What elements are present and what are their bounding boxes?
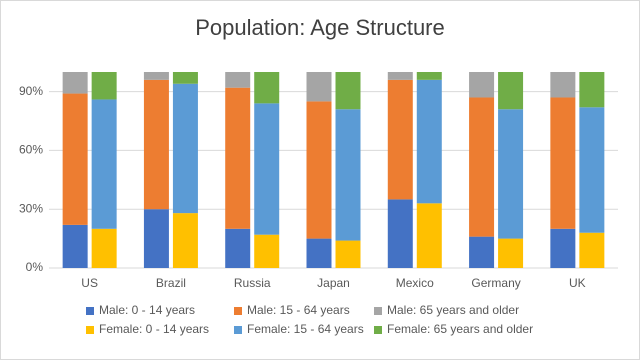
bar-segment — [498, 72, 524, 110]
bar-segment — [306, 101, 332, 239]
bar-segment — [143, 79, 169, 210]
bar-segment — [550, 97, 576, 229]
bar-segment — [335, 240, 361, 268]
x-tick-label: Japan — [317, 276, 350, 290]
bar-segment — [469, 97, 495, 237]
x-tick-label: Russia — [234, 276, 271, 290]
bar-segment — [62, 72, 88, 94]
legend-swatch — [86, 326, 94, 334]
bar-segment — [579, 72, 605, 108]
bar-segment — [579, 107, 605, 233]
bar-segment — [416, 79, 442, 204]
x-tick-label: US — [81, 276, 98, 290]
y-tick-label: 90% — [19, 84, 43, 98]
bar-segment — [416, 203, 442, 268]
legend-swatch — [374, 326, 382, 334]
legend-swatch — [374, 307, 382, 315]
bar-segment — [62, 93, 88, 225]
legend-swatch — [86, 307, 94, 315]
bar-segment — [550, 228, 576, 268]
legend-label: Male: 15 - 64 years — [247, 303, 350, 317]
bar-segment — [172, 72, 198, 84]
legend-label: Female: 15 - 64 years — [247, 322, 364, 336]
bar-segment — [91, 99, 117, 229]
bar-segment — [306, 238, 332, 268]
legend-label: Female: 0 - 14 years — [99, 322, 209, 336]
bar-segment — [306, 72, 332, 102]
bar-segment — [91, 228, 117, 268]
bar-segment — [387, 72, 413, 80]
x-tick-label: UK — [569, 276, 586, 290]
x-tick-label: Mexico — [396, 276, 434, 290]
bar-segment — [498, 109, 524, 239]
legend-swatch — [234, 326, 242, 334]
bar-segment — [416, 72, 442, 80]
bar-segment — [172, 83, 198, 214]
bar-segment — [91, 72, 117, 100]
bar-segment — [254, 234, 280, 268]
bar-segment — [172, 213, 198, 268]
bar-segment — [387, 199, 413, 268]
bar-segment — [498, 238, 524, 268]
bar-segment — [335, 72, 361, 110]
y-tick-label: 0% — [26, 260, 44, 274]
x-tick-label: Brazil — [156, 276, 186, 290]
bar-segment — [254, 72, 280, 104]
bar-segment — [550, 72, 576, 98]
x-tick-label: Germany — [471, 276, 520, 290]
bar-segment — [225, 228, 251, 268]
legend-label: Male: 0 - 14 years — [99, 303, 195, 317]
chart-title: Population: Age Structure — [195, 15, 445, 40]
bar-segment — [579, 232, 605, 268]
bar-segment — [469, 72, 495, 98]
y-tick-label: 30% — [19, 201, 43, 215]
bar-segment — [335, 109, 361, 241]
bar-segment — [225, 72, 251, 88]
legend-swatch — [234, 307, 242, 315]
bar-segment — [387, 79, 413, 200]
bar-segment — [469, 236, 495, 268]
bar-segment — [225, 87, 251, 229]
legend-label: Female: 65 years and older — [387, 322, 533, 336]
bar-segment — [143, 209, 169, 268]
bar-segment — [143, 72, 169, 80]
legend-label: Male: 65 years and older — [387, 303, 519, 317]
bar-segment — [62, 224, 88, 268]
y-tick-label: 60% — [19, 143, 43, 157]
bar-segment — [254, 103, 280, 235]
